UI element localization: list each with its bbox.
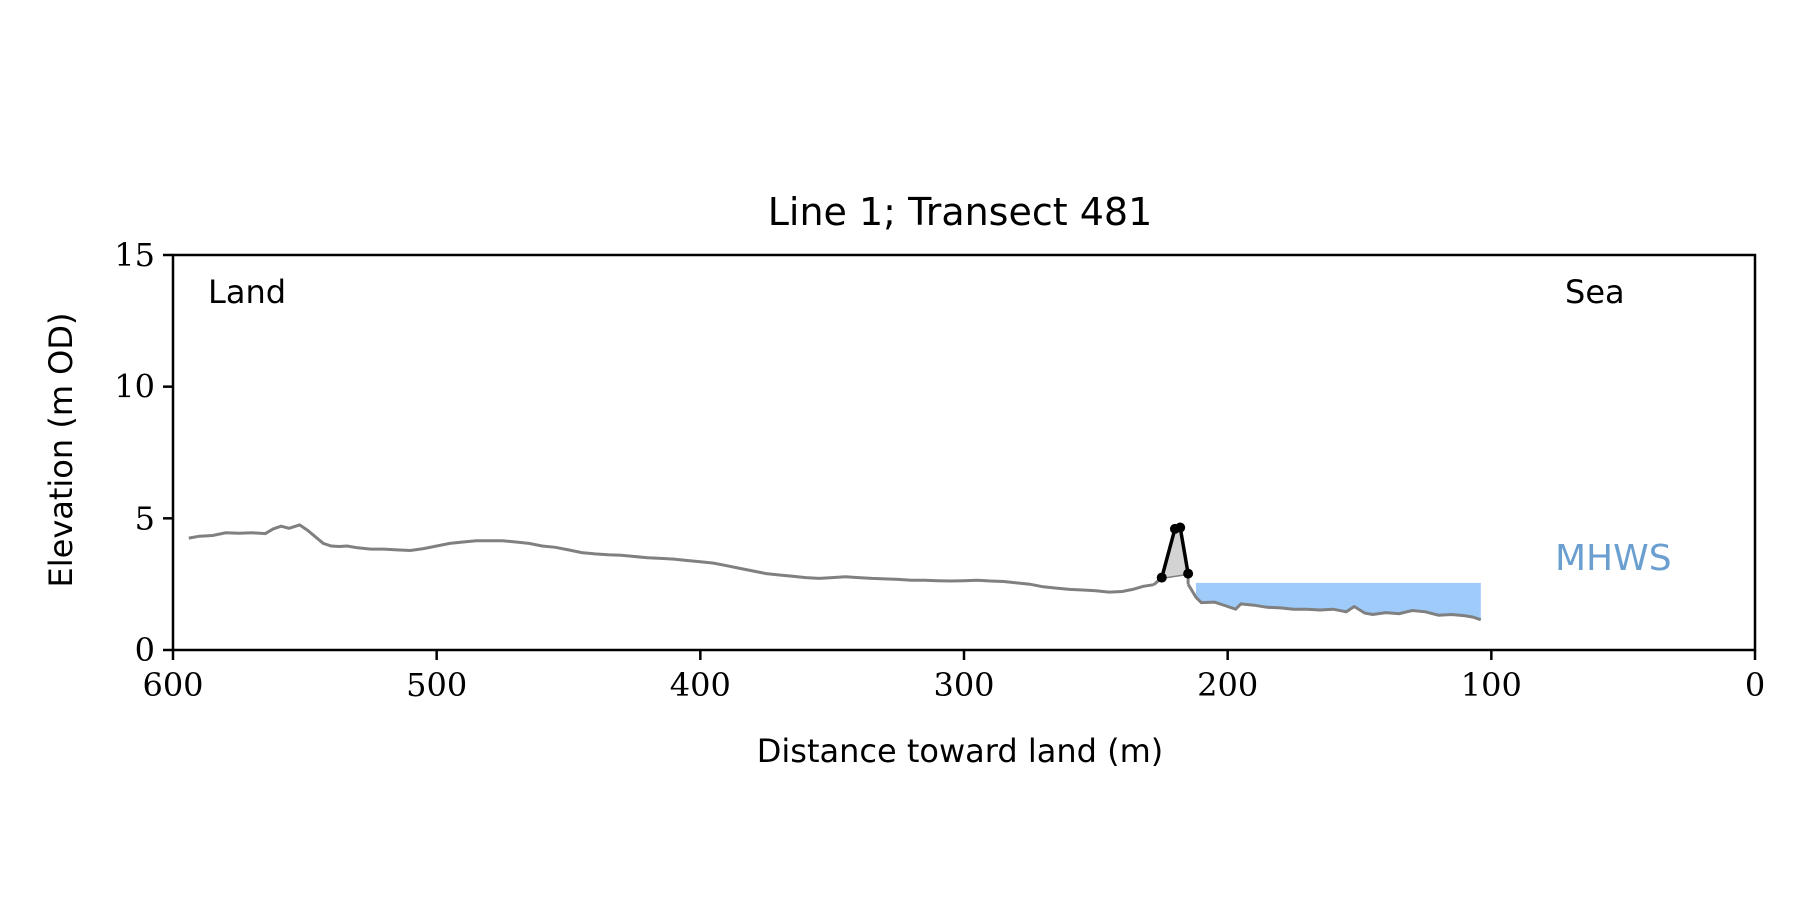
y-tick-label: 0: [135, 631, 155, 669]
mhws-label: MHWS: [1555, 538, 1672, 579]
x-tick-label: 500: [406, 666, 467, 704]
y-tick-label: 15: [114, 236, 155, 274]
y-axis: 0 5 10 15: [114, 236, 173, 669]
sea-label: Sea: [1565, 273, 1625, 311]
x-axis-label: Distance toward land (m): [757, 732, 1163, 770]
x-tick-label: 400: [670, 666, 731, 704]
x-tick-label: 0: [1745, 666, 1765, 704]
plot-area: [188, 522, 1482, 622]
dune-point: [1156, 572, 1167, 583]
chart-title: Line 1; Transect 481: [768, 190, 1153, 234]
y-tick-label: 5: [135, 499, 155, 537]
plot-frame: [171, 253, 1757, 652]
x-axis: 600 500 400 300 200 100 0: [142, 650, 1765, 704]
land-label: Land: [208, 273, 286, 311]
dune-point: [1183, 568, 1194, 579]
x-tick-label: 200: [1197, 666, 1258, 704]
dune-points: [1156, 522, 1194, 583]
x-tick-label: 300: [933, 666, 994, 704]
x-tick-label: 100: [1461, 666, 1522, 704]
y-tick-label: 10: [114, 368, 155, 406]
dune-point: [1175, 522, 1186, 533]
x-tick-label: 600: [142, 666, 203, 704]
profile-line-landward: [188, 523, 1155, 594]
y-axis-label: Elevation (m OD): [42, 313, 80, 588]
profile-line-seaward: [1186, 583, 1482, 622]
